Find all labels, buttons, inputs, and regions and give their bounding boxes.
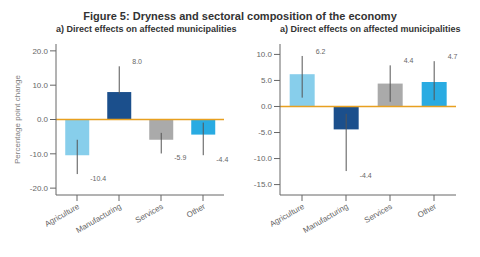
svg-text:-10.0: -10.0	[30, 150, 49, 159]
svg-text:6.2: 6.2	[316, 48, 326, 55]
svg-text:Manufacturing: Manufacturing	[74, 202, 122, 235]
svg-text:-15.0: -15.0	[254, 180, 273, 189]
svg-text:10.0: 10.0	[256, 50, 272, 59]
svg-text:Other: Other	[416, 202, 438, 220]
svg-text:-5.0: -5.0	[258, 128, 272, 137]
svg-text:Other: Other	[185, 202, 207, 220]
svg-text:20.0: 20.0	[32, 47, 48, 56]
html-text:Figure 5: Dryness and sectoral: Figure 5: Dryness and sectoral compositi…	[83, 10, 397, 22]
svg-text:-10.4: -10.4	[90, 175, 106, 182]
svg-text:-4.4: -4.4	[360, 172, 372, 179]
svg-text:Percentage point change: Percentage point change	[13, 74, 22, 164]
svg-text:-20.0: -20.0	[30, 184, 49, 193]
svg-text:4.7: 4.7	[448, 53, 458, 60]
html-text:a) Direct effects on affected: a) Direct effects on affected municipali…	[56, 24, 237, 34]
svg-text:Services: Services	[134, 202, 165, 225]
svg-text:5.0: 5.0	[261, 76, 273, 85]
svg-text:Manufacturing: Manufacturing	[301, 202, 349, 235]
svg-text:10.0: 10.0	[32, 81, 48, 90]
svg-text:-5.9: -5.9	[174, 154, 186, 161]
svg-text:Services: Services	[363, 202, 394, 225]
svg-text:-4.4: -4.4	[216, 156, 228, 163]
svg-text:Agriculture: Agriculture	[43, 202, 81, 229]
svg-text:8.0: 8.0	[132, 58, 142, 65]
html-text:a) Direct effects on affected: a) Direct effects on affected municipali…	[280, 24, 461, 34]
svg-text:0.0: 0.0	[261, 102, 273, 111]
svg-text:4.4: 4.4	[404, 57, 414, 64]
svg-text:-10.0: -10.0	[254, 154, 273, 163]
svg-text:Agriculture: Agriculture	[268, 202, 306, 229]
svg-text:0.0: 0.0	[37, 115, 49, 124]
